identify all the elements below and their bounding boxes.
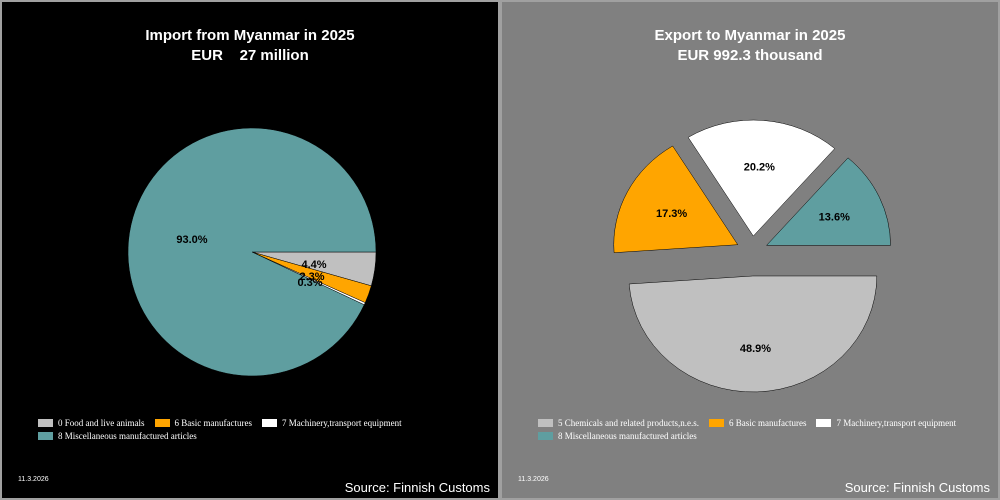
import-legend-item-0: 0 Food and live animals bbox=[38, 418, 145, 428]
import-pie-chart: 4.4%2.3%0.3% 93.0% bbox=[127, 127, 377, 377]
export-legend-swatch-2 bbox=[816, 419, 832, 427]
import-legend-swatch-2 bbox=[261, 419, 277, 427]
import-legend-label-2: 7 Machinery,transport equipment bbox=[281, 418, 402, 428]
import-legend-item-2: 7 Machinery,transport equipment bbox=[261, 418, 402, 428]
import-legend-item-3: 8 Miscellaneous manufactured articles bbox=[38, 431, 197, 441]
import-slice-label-0: 4.4% bbox=[301, 259, 326, 271]
export-source: Source: Finnish Customs bbox=[844, 480, 990, 495]
import-title-line: Import from Myanmar in 2025 bbox=[145, 27, 355, 44]
import-legend-swatch-3 bbox=[38, 432, 53, 440]
import-slice-label-2: 0.3% bbox=[297, 277, 322, 289]
import-legend-label-1: 6 Basic manufactures bbox=[174, 418, 252, 428]
export-legend-item-3: 8 Miscellaneous manufactured articles bbox=[538, 431, 697, 441]
export-pie-slice-2 bbox=[687, 119, 836, 237]
import-legend-label-0: 0 Food and live animals bbox=[58, 418, 145, 428]
export-chart-title: Export to Myanmar in 2025 EUR 992.3 thou… bbox=[502, 26, 998, 66]
export-legend-swatch-0 bbox=[538, 419, 553, 427]
import-legend: 0 Food and live animals 6 Basic manufactu… bbox=[38, 418, 478, 444]
export-legend-label-1: 6 Basic manufactures bbox=[728, 418, 807, 428]
export-pie-chart: 13.6% 20.2% 17.3% 48.9% bbox=[613, 119, 891, 393]
export-pie-slice-1 bbox=[613, 145, 739, 253]
export-legend-item-2: 7 Machinery,transport equipment bbox=[816, 418, 956, 428]
import-date: 11.3.2026 bbox=[18, 476, 49, 483]
export-date: 11.3.2026 bbox=[518, 476, 549, 483]
export-slice-label-3: 13.6% bbox=[819, 212, 850, 224]
import-chart-title: Import from Myanmar in 2025 EUR 27 milli… bbox=[2, 26, 498, 66]
import-source: Source: Finnish Customs bbox=[344, 480, 490, 495]
import-slice-label-3: 93.0% bbox=[176, 234, 207, 246]
export-legend-label-0: 5 Chemicals and related products,n.e.s. bbox=[558, 418, 699, 428]
import-subtitle-line: EUR 27 million bbox=[191, 47, 309, 64]
export-legend-item-1: 6 Basic manufactures bbox=[708, 418, 807, 428]
export-legend-label-2: 7 Machinery,transport equipment bbox=[836, 418, 957, 428]
export-pie-slice-0 bbox=[628, 275, 878, 393]
export-legend-item-0: 5 Chemicals and related products,n.e.s. bbox=[538, 418, 699, 428]
export-subtitle-line: EUR 992.3 thousand bbox=[677, 47, 823, 64]
export-title-line: Export to Myanmar in 2025 bbox=[654, 27, 846, 44]
export-legend-swatch-3 bbox=[538, 432, 553, 440]
import-legend-label-3: 8 Miscellaneous manufactured articles bbox=[58, 431, 197, 441]
export-pie-slice-3 bbox=[765, 157, 891, 246]
import-pie-slice-3 bbox=[127, 127, 377, 377]
export-slice-label-2: 20.2% bbox=[744, 162, 775, 174]
import-chart-panel: Import from Myanmar in 2025 EUR 27 milli… bbox=[0, 0, 500, 500]
export-legend-swatch-1 bbox=[708, 419, 724, 427]
export-legend-label-3: 8 Miscellaneous manufactured articles bbox=[558, 431, 697, 441]
export-slice-label-1: 17.3% bbox=[656, 208, 687, 220]
export-legend: 5 Chemicals and related products,n.e.s. 6… bbox=[538, 418, 978, 444]
export-chart-panel: Export to Myanmar in 2025 EUR 992.3 thou… bbox=[500, 0, 1000, 500]
import-legend-item-1: 6 Basic manufactures bbox=[154, 418, 252, 428]
import-legend-swatch-1 bbox=[154, 419, 170, 427]
import-legend-swatch-0 bbox=[38, 419, 53, 427]
import-slice-label-1: 2.3% bbox=[299, 271, 324, 283]
export-slice-label-0: 48.9% bbox=[740, 343, 771, 355]
